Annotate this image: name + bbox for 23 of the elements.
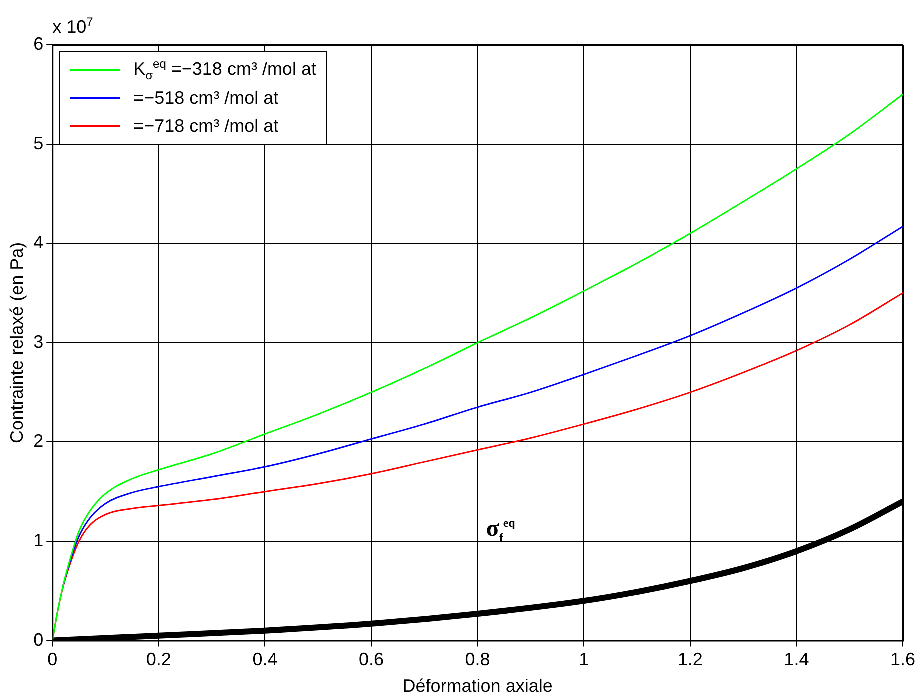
x-tick-label: 0 (48, 650, 58, 670)
x-tick-label: 0.2 (146, 650, 172, 670)
y-tick-label: 4 (34, 232, 44, 253)
y-tick-label: 1 (34, 530, 44, 550)
y-tick-label: 3 (34, 332, 44, 352)
legend-label: K$_{σ}$$^{eq}$ =−318 cm³ /mol at (134, 57, 316, 83)
y-tick-label: 6 (34, 34, 44, 54)
line-series (62, 226, 903, 587)
x-tick-label: 1.6 (890, 650, 916, 670)
y-tick-label: 0 (34, 630, 44, 650)
x-tick-label: 0.4 (252, 650, 278, 670)
legend-label: =−518 cm³ /mol at (134, 88, 279, 108)
y-tick-label: 5 (34, 133, 44, 154)
x-tick-label: 0.8 (465, 650, 490, 670)
y-tick-label: 2 (34, 431, 44, 452)
x-tick-label: 1.4 (784, 650, 810, 670)
x-tick-label: 0.6 (358, 650, 384, 670)
legend-label: =−718 cm³ /mol at (134, 116, 279, 136)
x-axis-title: Déformation axiale (402, 676, 553, 696)
x-tick-label: 1 (579, 650, 590, 670)
x-tick-label: 1.2 (678, 650, 703, 670)
y-axis-title: Contrainte relaxé (en Pa) (6, 242, 27, 444)
text: x 10$^{7}$ (52, 15, 94, 38)
